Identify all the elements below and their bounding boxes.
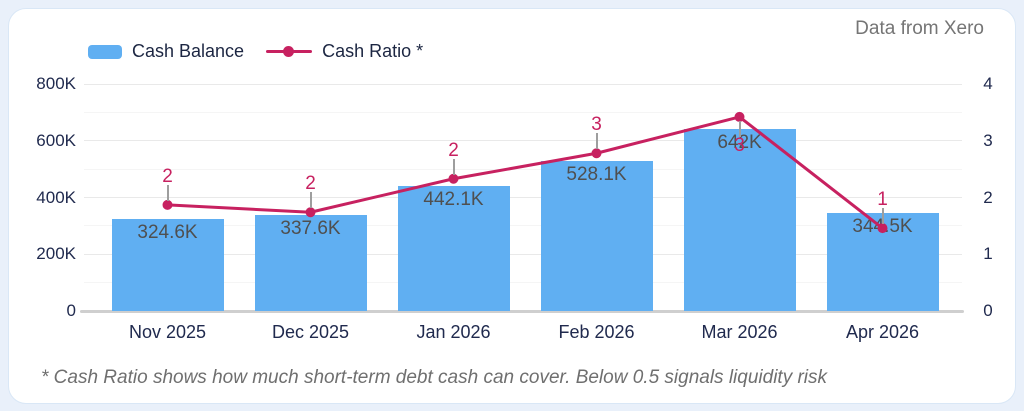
line-point-feb-2026[interactable] [591, 148, 602, 159]
line-point-apr-2026[interactable] [877, 223, 888, 234]
right-axis-tick-label: 2 [983, 187, 993, 207]
left-axis-tick-label: 400K [36, 187, 76, 207]
left-axis-tick-label: 600K [36, 130, 76, 150]
gridline-major [84, 83, 962, 85]
gridline-minor [84, 168, 962, 170]
bar-nov-2025[interactable] [111, 218, 224, 311]
line-point-mar-2026[interactable] [734, 111, 745, 122]
gridline-major [84, 253, 962, 255]
bar-value-label: 528.1K [566, 164, 627, 186]
bar-value-label: 324.6K [137, 221, 198, 243]
footnote: * Cash Ratio shows how much short-term d… [41, 367, 828, 388]
data-source-label: Data from Xero [855, 18, 984, 39]
left-axis-tick-label: 800K [36, 74, 76, 93]
gridline-minor [84, 111, 962, 113]
legend-label: Cash Ratio * [322, 41, 424, 61]
gridline-minor [84, 225, 962, 227]
x-axis-label-mar-2026: Mar 2026 [701, 322, 778, 342]
bar-value-label: 642K [717, 131, 762, 153]
x-axis-label-apr-2026: Apr 2026 [845, 322, 920, 342]
cash-ratio-line [166, 115, 884, 230]
gridline-minor [84, 282, 962, 284]
x-axis-label-feb-2026: Feb 2026 [558, 322, 635, 342]
right-axis-tick-label: 3 [983, 130, 993, 150]
bar-value-label: 337.6K [280, 218, 341, 240]
right-axis-tick-label: 1 [983, 244, 993, 264]
bar-jan-2026[interactable] [397, 185, 510, 311]
x-axis-baseline [80, 310, 964, 313]
legend-item-cash-balance[interactable]: Cash Balance [88, 41, 244, 62]
right-axis-tick-label: 4 [983, 74, 993, 93]
x-axis-label-dec-2025: Dec 2025 [271, 322, 350, 342]
x-axis-label-jan-2026: Jan 2026 [416, 322, 491, 342]
line-dot-icon [266, 46, 313, 58]
legend-label: Cash Balance [132, 41, 245, 61]
gridline-major [84, 140, 962, 142]
legend-item-cash-ratio[interactable]: Cash Ratio * [266, 41, 423, 62]
left-axis-tick-label: 0 [66, 301, 76, 320]
right-axis-tick-label: 0 [983, 301, 993, 320]
left-axis-tick-label: 200K [36, 244, 76, 264]
line-point-dec-2025[interactable] [305, 207, 316, 218]
gridline-major [84, 197, 962, 198]
x-axis-label-nov-2025: Nov 2025 [128, 322, 207, 342]
chart-legend: Cash Balance Cash Ratio * [88, 41, 423, 62]
line-point-nov-2025[interactable] [162, 199, 173, 210]
bar-value-label: 442.1K [423, 188, 484, 210]
line-point-jan-2026[interactable] [448, 173, 459, 184]
bar-swatch-icon [88, 44, 122, 59]
bar-mar-2026[interactable] [683, 128, 796, 311]
bar-dec-2025[interactable] [254, 215, 367, 311]
bar-feb-2026[interactable] [540, 161, 653, 311]
